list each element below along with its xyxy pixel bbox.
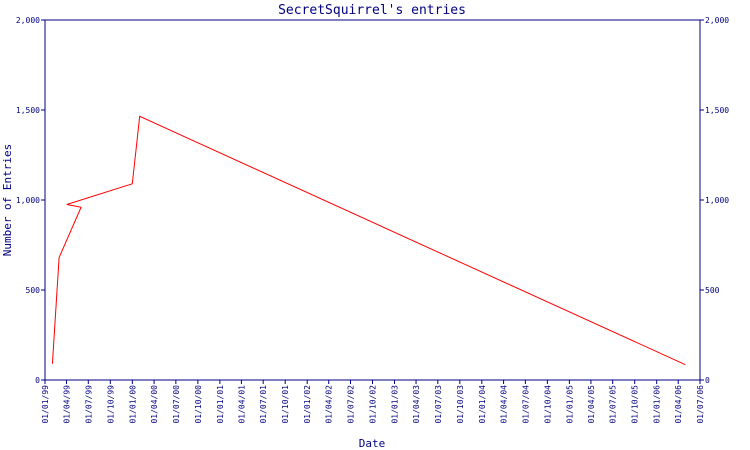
x-axis: 01/01/99 01/04/99 01/07/99 01/10/99 01/01/00… <box>41 380 705 424</box>
y-tick-label-right: 0 <box>705 376 710 385</box>
x-tick-label: 01/10/99 <box>106 385 115 424</box>
x-tick-label: 01/07/06 <box>696 385 705 424</box>
x-tick-label: 01/07/03 <box>434 385 443 424</box>
y-tick-label-left: 1,500 <box>16 106 40 115</box>
x-tick-label: 01/01/06 <box>653 385 662 424</box>
x-tick-label: 01/01/99 <box>41 385 50 424</box>
y-tick-label-right: 500 <box>705 286 720 295</box>
plot-frame <box>44 19 701 381</box>
y-tick-label-left: 500 <box>26 286 41 295</box>
x-tick-label: 01/04/04 <box>500 385 509 424</box>
x-tick-label: 01/07/04 <box>521 385 530 424</box>
x-tick-label: 01/04/02 <box>325 385 334 424</box>
series-line <box>51 115 686 366</box>
chart-title: SecretSquirrel's entries <box>278 3 466 18</box>
x-tick-label: 01/01/03 <box>391 385 400 424</box>
x-tick-label: 01/01/00 <box>128 385 137 424</box>
y-tick-label-left: 1,000 <box>16 196 40 205</box>
x-tick-label: 01/07/99 <box>84 385 93 424</box>
x-tick-label: 01/10/04 <box>543 385 552 424</box>
x-tick-label: 01/10/01 <box>281 385 290 424</box>
x-tick-label: 01/04/00 <box>150 385 159 424</box>
x-tick-label: 01/04/05 <box>587 385 596 424</box>
x-tick-label: 01/04/06 <box>674 385 683 424</box>
x-tick-label: 01/10/05 <box>631 385 640 424</box>
x-tick-label: 01/01/01 <box>216 385 225 424</box>
x-tick-label: 01/07/02 <box>346 385 355 424</box>
x-tick-label: 01/01/04 <box>478 385 487 424</box>
y-tick-label-left: 2,000 <box>16 16 40 25</box>
y-axis: 0 0 500 500 1,000 1,000 1,500 1,500 2,000 2,000 <box>16 16 729 385</box>
x-tick-label: 01/04/99 <box>63 385 72 424</box>
x-tick-label: 01/10/00 <box>194 385 203 424</box>
x-tick-label: 01/07/05 <box>609 385 618 424</box>
x-axis-label: Date <box>359 437 386 450</box>
y-axis-label: Number of Entries <box>1 144 14 257</box>
series-group <box>51 115 686 366</box>
y-tick-label-right: 1,500 <box>705 106 729 115</box>
y-tick-label-right: 1,000 <box>705 196 729 205</box>
x-tick-label: 01/01/02 <box>303 385 312 424</box>
x-tick-label: 01/10/02 <box>369 385 378 424</box>
x-tick-label: 01/10/03 <box>456 385 465 424</box>
x-tick-label: 01/07/00 <box>172 385 181 424</box>
x-tick-label: 01/01/05 <box>565 385 574 424</box>
x-tick-label: 01/07/01 <box>259 385 268 424</box>
x-tick-label: 01/04/01 <box>237 385 246 424</box>
x-tick-label: 01/04/03 <box>412 385 421 424</box>
y-tick-label-left: 0 <box>35 376 40 385</box>
y-tick-label-right: 2,000 <box>705 16 729 25</box>
